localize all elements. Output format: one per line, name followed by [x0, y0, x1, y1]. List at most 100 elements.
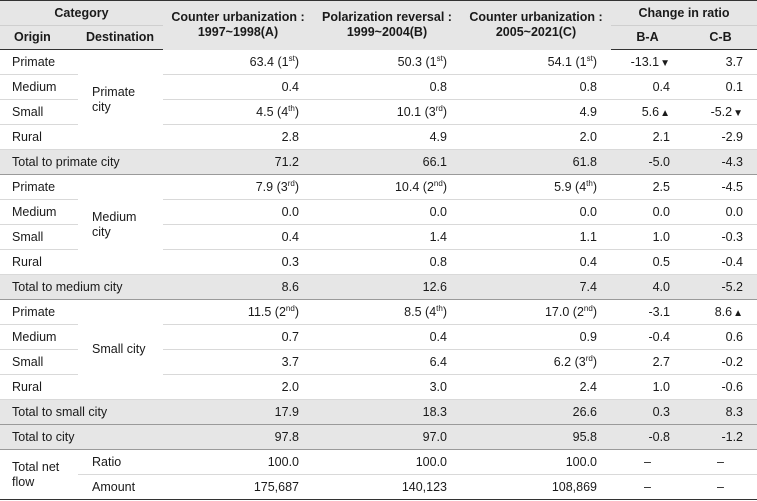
change-cell-cb: 8.3 [684, 399, 757, 425]
value-c: 0.8 [579, 80, 597, 94]
change-cb: -0.4 [721, 255, 744, 269]
change-cell-ba: 4.0 [611, 274, 684, 300]
header-category: Category [0, 0, 163, 26]
change-ba: 0.4 [652, 80, 670, 94]
value-cell-b: 50.3 (1st) [313, 50, 461, 75]
value-b: 50.3 [397, 54, 422, 69]
value-cell-c: 0.4 [461, 250, 611, 275]
change-cb: -4.5 [721, 180, 744, 194]
table-row: Medium 0.4 0.8 0.8 0.4 0.1 [0, 75, 757, 100]
change-ba: 0.3 [652, 405, 670, 419]
change-cell-cb: 3.7 [684, 50, 757, 75]
value-cell-a: 71.2 [163, 149, 313, 175]
value-a: 8.6 [281, 280, 299, 294]
value-cell-a: 0.7 [163, 325, 313, 350]
header-ba: B-A [611, 25, 684, 50]
header-cb: C-B [684, 25, 757, 50]
value-cell-c: 0.9 [461, 325, 611, 350]
table-row: Medium 0.7 0.4 0.9 -0.4 0.6 [0, 325, 757, 350]
rank-close: ) [442, 305, 447, 319]
value-a: 97.8 [274, 430, 299, 444]
value-a: 0.4 [281, 80, 299, 94]
amount-dash: – [717, 480, 724, 494]
value-a: 71.2 [274, 155, 299, 169]
value-cell-c: 4.9 [461, 100, 611, 125]
rank-close: ) [442, 180, 447, 194]
value-cell-b: 10.4 (2nd) [313, 175, 461, 200]
change-ba: 1.0 [652, 380, 670, 394]
value-cell-b: 3.0 [313, 375, 461, 400]
change-cell-cb: -0.3 [684, 225, 757, 250]
value-c: 2.0 [579, 130, 597, 144]
table-row: Primate Small city 11.5 (2nd) 8.5 (4th) 17.0… [0, 300, 757, 356]
ratio-dash: – [644, 455, 651, 469]
value-c: 5.9 [554, 180, 572, 194]
change-cb: 0.6 [725, 330, 744, 344]
change-cell-cb: -2.9 [684, 125, 757, 150]
header-period-b: Polarization reversal :1999~2004(B) [313, 0, 461, 50]
value-cell-a: 3.7 [163, 350, 313, 375]
table-row: Rural 2.0 3.0 2.4 1.0 -0.6 [0, 375, 757, 400]
rank-suffix: rd [585, 353, 593, 363]
value-cell-b: 8.5 (4th) [313, 300, 461, 325]
rank-open: (3 [421, 105, 436, 119]
group-total-row: Total to small city 17.9 18.3 26.6 0.3 8.3 [0, 399, 757, 425]
value-cell-a: 8.6 [163, 274, 313, 300]
rank-suffix: nd [583, 303, 593, 313]
change-cell-ba: 2.7 [611, 350, 684, 375]
change-cb: -1.2 [721, 430, 744, 444]
value-b: 18.3 [422, 405, 447, 419]
value-cell-a: 0.0 [163, 200, 313, 225]
value-cell-a: 97.8 [163, 424, 313, 450]
change-cell-cb: -5.2 [684, 274, 757, 300]
rank-close: ) [442, 54, 447, 69]
origin-cell: Rural [12, 380, 42, 394]
value-a: 3.7 [281, 355, 299, 369]
table-row: Medium 0.0 0.0 0.0 0.0 0.0 [0, 200, 757, 225]
value-cell-b: 18.3 [313, 399, 461, 425]
period-b-line1: Polarization reversal : [322, 10, 452, 25]
value-c: 7.4 [579, 280, 597, 294]
period-c-line1: Counter urbanization : [469, 10, 603, 25]
rank-close: ) [592, 180, 597, 194]
value-b: 12.6 [422, 280, 447, 294]
origin-cell: Small [12, 230, 44, 244]
rank-open: (4 [273, 105, 289, 119]
value-b: 66.1 [422, 155, 447, 169]
change-cell-ba: -0.8 [611, 424, 684, 450]
origin-cell: Medium [12, 205, 57, 219]
value-c: 26.6 [572, 405, 597, 419]
table-body: Primate Primate city 63.4 (1st) 50.3 (1st) 5… [0, 50, 757, 500]
value-cell-a: 2.0 [163, 375, 313, 400]
change-ba: -0.8 [648, 430, 670, 444]
value-cell-b: 6.4 [313, 350, 461, 375]
origin-cell: Small [12, 355, 44, 369]
value-cell-c: 5.9 (4th) [461, 175, 611, 200]
net-flow-label: Total net flow [12, 459, 60, 489]
value-cell-c: 26.6 [461, 399, 611, 425]
change-cell-cb: -0.6 [684, 375, 757, 400]
ratio-label: Ratio [92, 455, 122, 469]
header-change-ratio: Change in ratio [611, 0, 757, 26]
change-cb: -5.2 [721, 280, 744, 294]
rank-close: ) [294, 180, 299, 194]
value-cell-b: 1.4 [313, 225, 461, 250]
origin-cell: Rural [12, 255, 42, 269]
change-cb: -2.9 [721, 130, 744, 144]
total-label: Total to city [0, 424, 163, 450]
rank-suffix: nd [433, 178, 443, 188]
origin-cell: Rural [12, 130, 42, 144]
change-ba: 2.5 [652, 180, 670, 194]
rank-close: ) [592, 305, 597, 319]
value-cell-c: 17.0 (2nd) [461, 300, 611, 325]
table-header: Category Counter urbanization :1997~1998… [0, 0, 757, 50]
rank-open: (4 [571, 180, 587, 194]
value-a: 4.5 [256, 105, 274, 119]
value-cell-c: 2.0 [461, 125, 611, 150]
value-c: 0.9 [579, 330, 597, 344]
change-ba: -3.1 [648, 305, 670, 319]
ratio-value: 100.0 [565, 455, 597, 469]
rank-suffix: st [436, 53, 443, 63]
table-row: Small 4.5 (4th) 10.1 (3rd) 4.9 5.6▲ -5.2▼ [0, 100, 757, 125]
value-cell-c: 54.1 (1st) [461, 50, 611, 75]
